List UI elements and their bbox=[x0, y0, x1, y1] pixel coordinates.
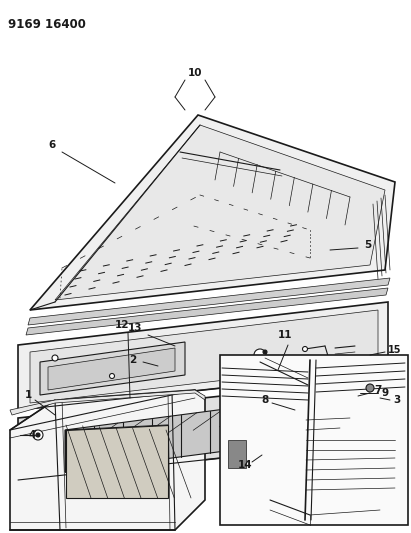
Text: 4: 4 bbox=[28, 430, 36, 440]
Polygon shape bbox=[18, 302, 388, 410]
Circle shape bbox=[36, 433, 40, 437]
Circle shape bbox=[366, 384, 374, 392]
Polygon shape bbox=[55, 125, 385, 300]
Circle shape bbox=[254, 349, 266, 361]
Text: 9169 16400: 9169 16400 bbox=[8, 18, 86, 31]
Polygon shape bbox=[30, 310, 378, 403]
Circle shape bbox=[109, 374, 115, 378]
Circle shape bbox=[302, 346, 307, 351]
Text: 14: 14 bbox=[238, 460, 252, 470]
Polygon shape bbox=[10, 390, 205, 415]
Text: 11: 11 bbox=[278, 330, 292, 340]
Text: 6: 6 bbox=[48, 140, 55, 150]
Circle shape bbox=[383, 392, 389, 398]
Polygon shape bbox=[18, 378, 388, 480]
Circle shape bbox=[52, 355, 58, 361]
Bar bbox=[220, 355, 408, 525]
Text: 7: 7 bbox=[374, 385, 382, 395]
Polygon shape bbox=[40, 342, 185, 395]
Polygon shape bbox=[10, 390, 205, 530]
Text: 3: 3 bbox=[393, 395, 401, 405]
Text: 15: 15 bbox=[388, 345, 402, 355]
Bar bbox=[228, 440, 246, 468]
Text: 5: 5 bbox=[365, 240, 372, 250]
Text: 2: 2 bbox=[129, 355, 136, 365]
Polygon shape bbox=[26, 288, 388, 335]
Polygon shape bbox=[28, 278, 390, 325]
Circle shape bbox=[33, 430, 43, 440]
Polygon shape bbox=[48, 348, 175, 390]
Text: 10: 10 bbox=[188, 68, 202, 78]
Text: 8: 8 bbox=[261, 395, 269, 405]
Text: 12: 12 bbox=[115, 320, 129, 330]
Text: 13: 13 bbox=[128, 323, 142, 333]
Text: 9: 9 bbox=[381, 388, 388, 398]
Text: 1: 1 bbox=[24, 390, 32, 400]
Polygon shape bbox=[66, 425, 168, 498]
Circle shape bbox=[263, 350, 267, 354]
Polygon shape bbox=[30, 115, 395, 310]
Polygon shape bbox=[65, 392, 355, 472]
